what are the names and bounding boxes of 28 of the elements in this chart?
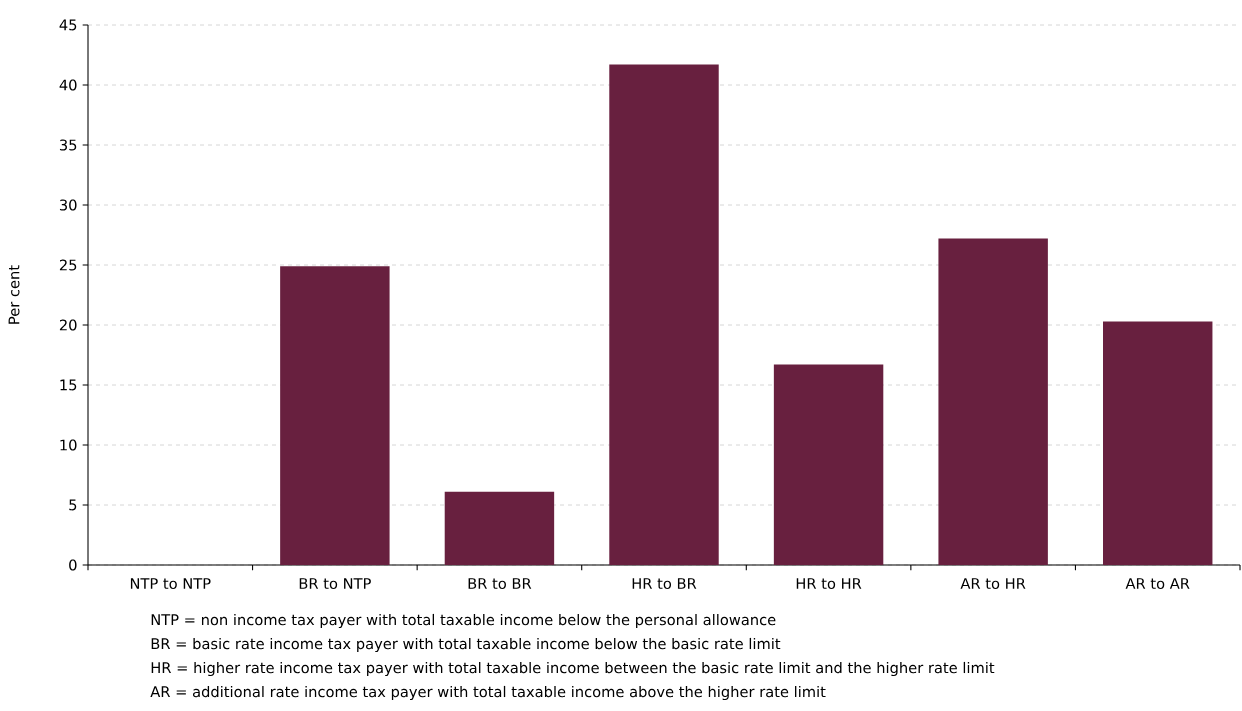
y-tick-label: 25 — [59, 259, 77, 271]
text: NTP = non income tax payer with total taxable income below the personal allowance — [151, 613, 776, 629]
x-tick-label: AR to AR — [1125, 578, 1190, 590]
bar — [609, 64, 719, 566]
text: BR = basic rate income tax payer with total taxable income below the basic rate limit — [151, 637, 781, 653]
x-tick-label: AR to HR — [960, 578, 1026, 590]
x-tick-label: HR to BR — [632, 578, 697, 590]
bar — [938, 238, 1048, 566]
bar — [280, 266, 390, 566]
x-tick-label: NTP to NTP — [130, 578, 211, 590]
bar — [773, 364, 884, 566]
y-tick-label: 35 — [59, 139, 77, 151]
y-axis-title: Per cent — [8, 265, 20, 324]
text: AR = additional rate income tax payer with total taxable income above the higher rate limit — [150, 685, 826, 701]
text: HR = higher rate income tax payer with total taxable income between the basic rate limit and the higher rate limit — [151, 661, 995, 677]
y-tick-label: 20 — [59, 319, 77, 331]
x-tick-label: BR to BR — [468, 578, 532, 590]
y-tick-label: 5 — [69, 499, 77, 511]
y-tick-label: 40 — [59, 79, 77, 91]
y-tick-label: 15 — [60, 379, 77, 391]
bar — [444, 491, 555, 566]
x-tick-label: HR to HR — [796, 578, 862, 590]
y-tick-label: 10 — [60, 439, 77, 451]
y-tick-label: 0 — [69, 559, 77, 571]
y-tick-label: 45 — [59, 19, 77, 31]
y-tick-label: 30 — [59, 199, 77, 211]
x-tick-label: BR to NTP — [299, 578, 371, 590]
bar — [1103, 321, 1213, 566]
